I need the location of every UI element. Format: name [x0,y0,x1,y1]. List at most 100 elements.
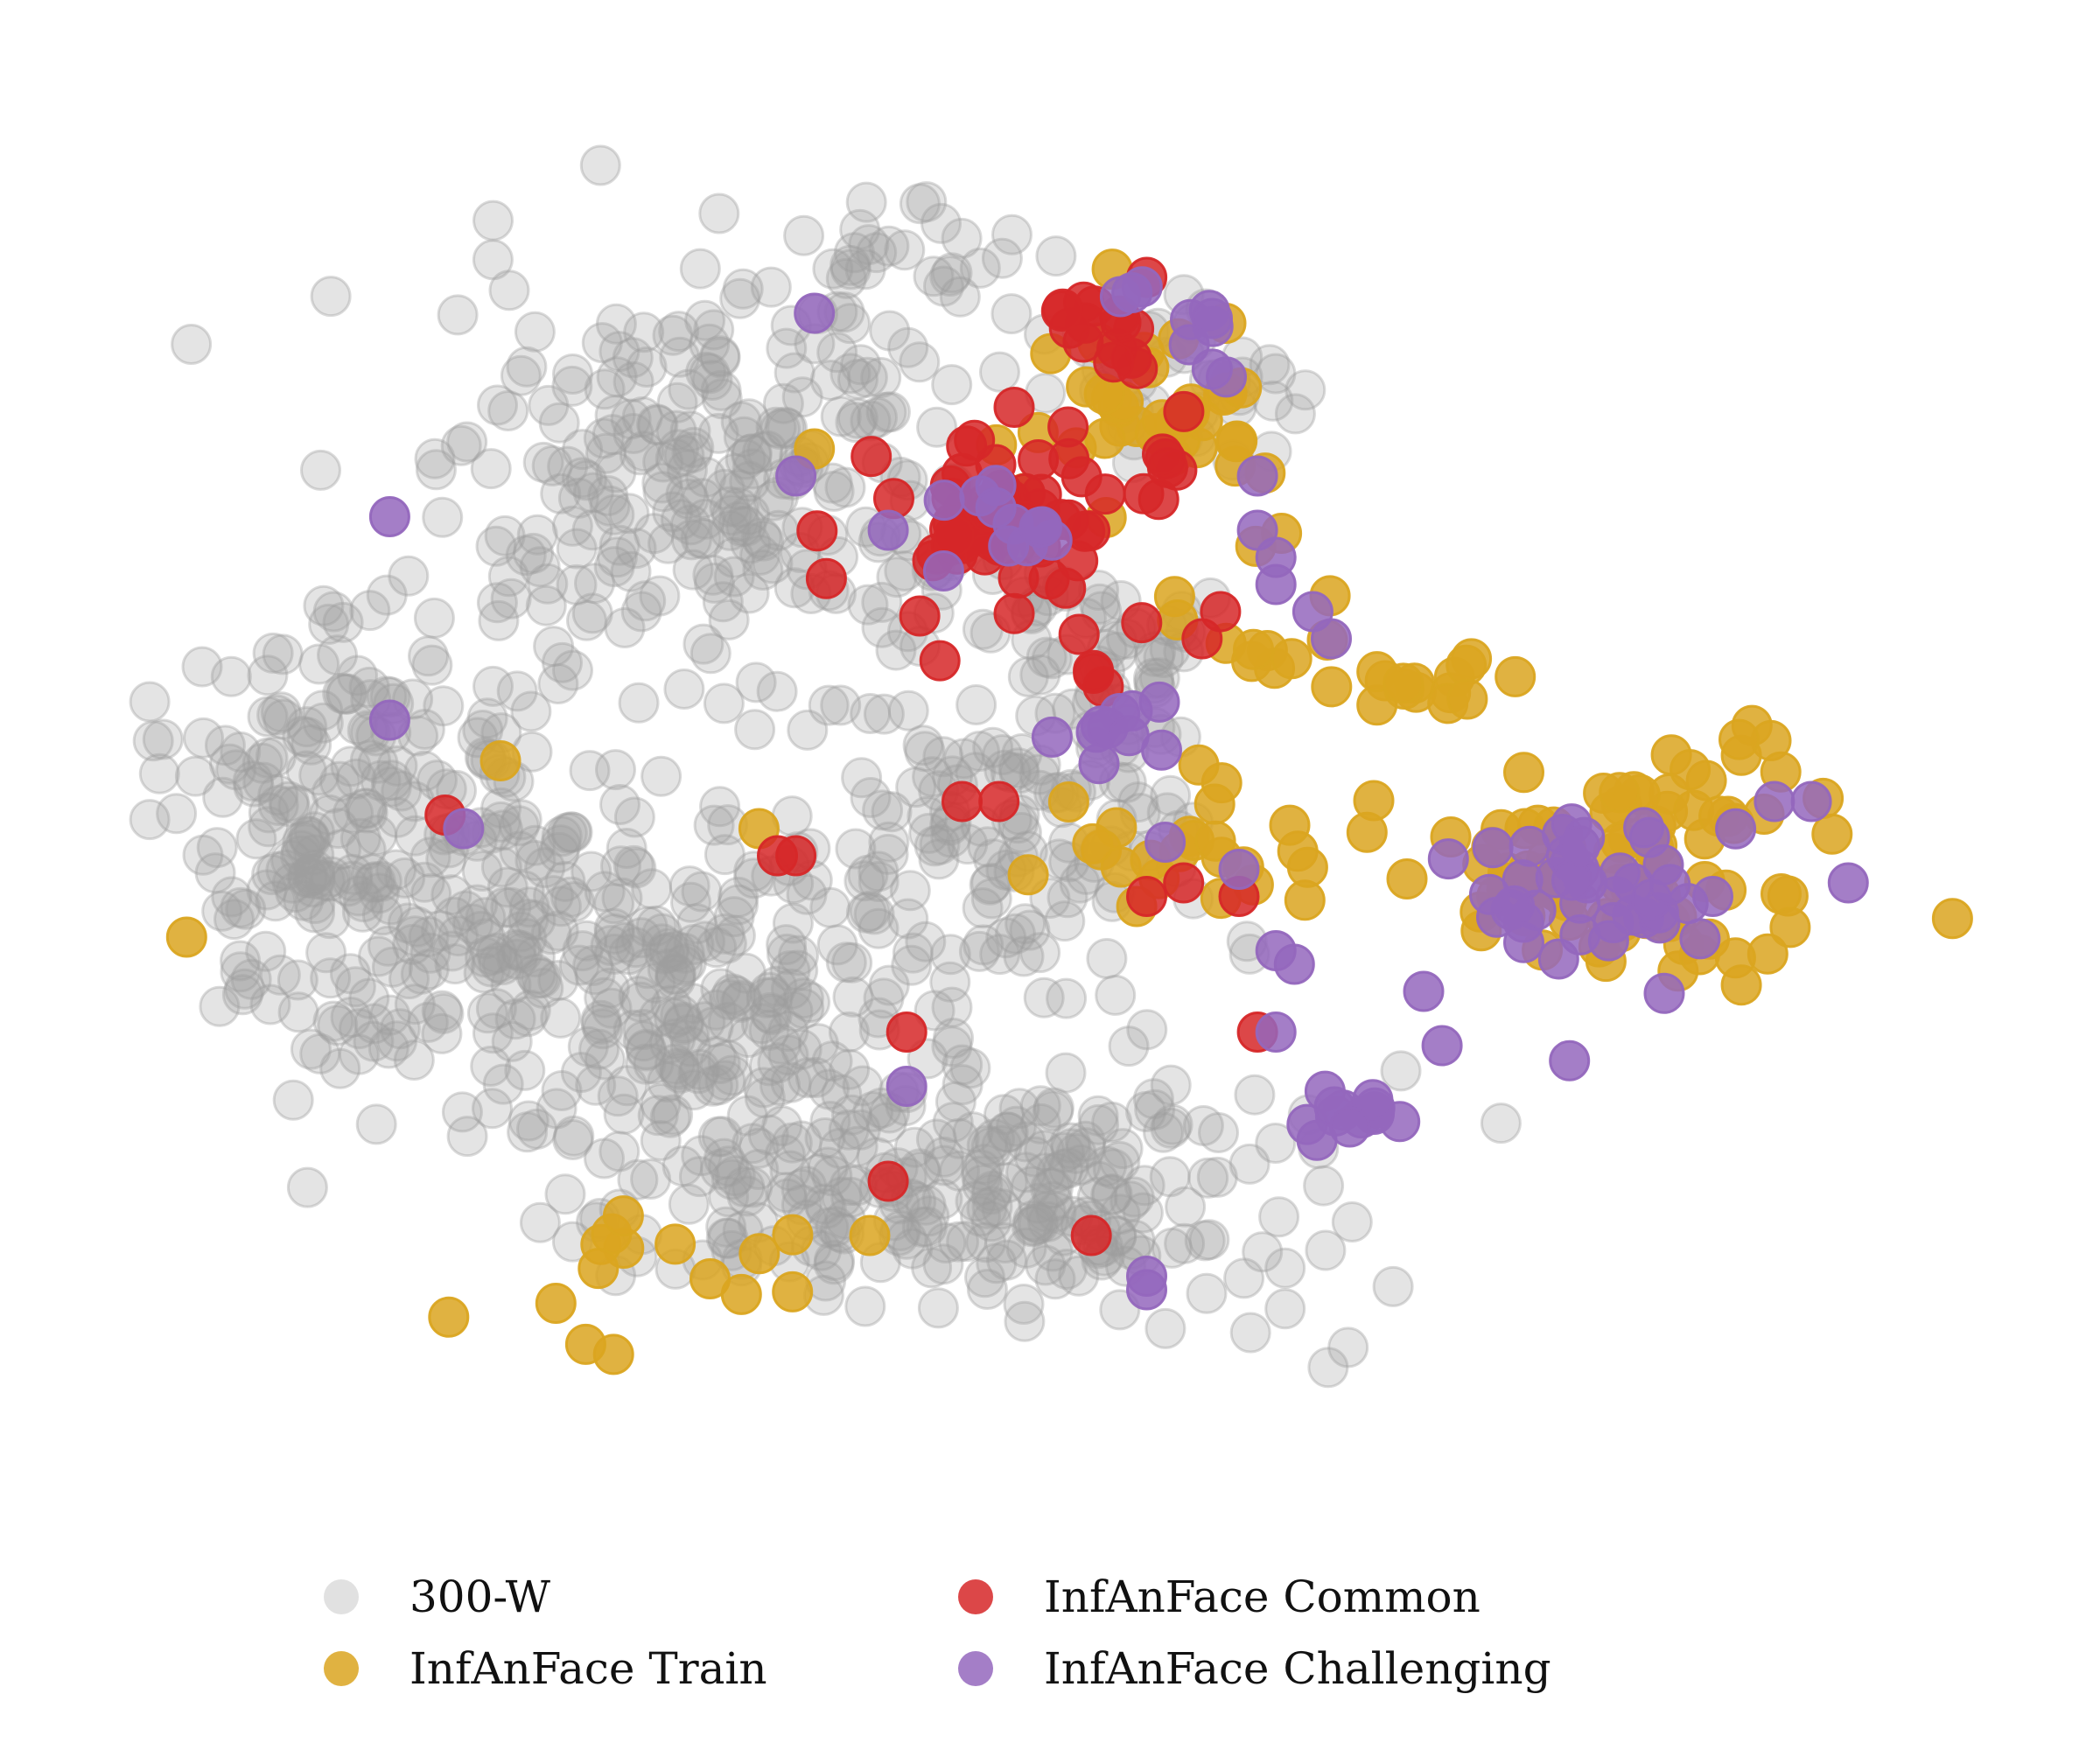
point-300-w [519,1201,561,1243]
point-300-w [400,953,442,995]
point-300-w [1003,935,1045,977]
point-300-w [556,528,598,570]
point-300-w [508,1100,550,1142]
point-300-w [832,976,874,1018]
point-300-w [283,879,325,921]
point-300-w [994,913,1036,955]
point-300-w [319,1047,361,1089]
point-infanface-challenging [368,699,410,741]
point-300-w [772,902,814,944]
point-300-w [659,336,701,378]
point-300-w [346,792,388,834]
point-300-w [729,494,771,536]
point-300-w [332,853,374,895]
point-300-w [252,632,294,674]
point-300-w [421,990,463,1032]
point-300-w [369,994,411,1036]
point-300-w [478,599,520,641]
point-300-w [738,1127,780,1169]
point-300-w [981,1124,1023,1166]
point-300-w [249,984,291,1026]
point-300-w [1186,1272,1228,1314]
point-300-w [781,376,823,418]
point-300-w [824,466,866,508]
point-300-w [769,1150,811,1192]
point-300-w [930,816,972,858]
point-300-w [691,360,733,401]
point-300-w [893,1126,935,1168]
point-300-w [514,311,556,353]
point-infanface-common [867,1160,909,1202]
point-300-w [310,276,352,318]
point-300-w [495,928,537,970]
point-300-w [597,1075,639,1117]
point-300-w [1047,1147,1089,1189]
point-300-w [735,662,777,704]
point-300-w [540,997,582,1039]
point-300-w [1013,1136,1055,1178]
point-300-w [650,984,692,1026]
point-300-w [610,398,652,440]
point-300-w [501,932,543,974]
point-300-w [739,534,781,576]
point-infanface-common [1060,456,1102,498]
point-300-w [325,673,367,715]
point-300-w [966,1269,1008,1310]
point-300-w [1229,1312,1271,1354]
point-300-w [606,1065,648,1107]
point-300-w [309,898,351,940]
point-300-w [648,928,690,970]
point-300-w [889,870,931,912]
point-300-w [210,655,252,697]
point-300-w [353,862,395,904]
point-300-w [637,1095,679,1137]
point-300-w [138,752,180,794]
point-300-w [287,816,329,858]
point-300-w [486,866,528,908]
point-300-w [816,332,858,374]
point-300-w [574,563,615,605]
point-300-w [720,401,762,443]
point-infanface-common [886,1012,928,1053]
point-300-w [360,860,402,902]
point-infanface-challenging [1649,864,1691,906]
point-300-w [622,1009,664,1050]
point-300-w [1198,1112,1239,1153]
point-300-w [394,984,436,1026]
point-300-w [656,382,698,424]
point-300-w [452,903,494,945]
point-300-w [358,872,400,914]
point-300-w [1079,583,1121,625]
point-infanface-common [1058,613,1100,655]
point-300-w [475,525,517,567]
point-300-w [803,1183,845,1225]
point-300-w [811,1155,853,1197]
point-300-w [699,786,741,828]
point-300-w [1034,1258,1076,1300]
point-infanface-challenging [1144,822,1186,863]
point-300-w [305,932,347,974]
point-300-w [665,473,707,515]
point-300-w [869,391,911,433]
point-300-w [756,670,798,712]
point-300-w [917,1287,959,1329]
point-300-w [446,1116,488,1158]
point-300-w [683,518,725,560]
point-300-w [285,750,327,792]
point-300-w [705,922,747,964]
point-300-w [642,471,684,513]
point-300-w [410,836,452,878]
point-300-w [719,277,761,319]
point-300-w [578,1028,620,1070]
point-300-w [500,799,542,841]
point-300-w [703,682,745,724]
point-300-w [522,441,564,483]
point-infanface-common [850,436,892,478]
point-300-w [289,816,331,858]
point-300-w [982,734,1024,776]
point-300-w [701,378,743,420]
point-300-w [749,992,791,1033]
point-infanface-train [1270,638,1312,680]
point-300-w [433,896,475,938]
point-300-w [593,933,635,975]
